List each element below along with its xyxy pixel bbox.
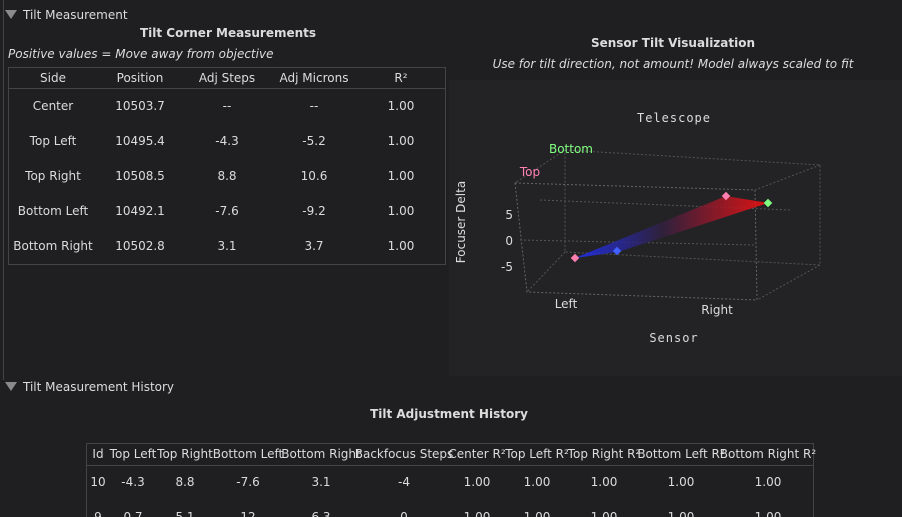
column-header: Bottom Left R²	[637, 447, 725, 461]
collapse-icon[interactable]	[5, 10, 17, 19]
column-header: Center R²	[448, 447, 506, 461]
table-title: Tilt Corner Measurements	[139, 26, 317, 40]
cell: 1.00	[754, 510, 782, 517]
column-header: Bottom Left	[212, 447, 284, 461]
column-header: Adj Microns	[279, 71, 349, 85]
cell: 10495.4	[115, 134, 165, 148]
cell: -4.3	[215, 134, 239, 148]
cell: 10502.8	[115, 239, 165, 253]
cell: --	[222, 99, 232, 113]
cell: 6.3	[311, 510, 331, 517]
cell: -5.2	[302, 134, 326, 148]
cell: 1.00	[387, 169, 415, 183]
tilt-plot: Telescope Sensor Focuser Delta 5 0 -5 Le…	[454, 111, 821, 345]
cell: Top Right	[25, 169, 81, 183]
cell: 10	[90, 475, 106, 489]
box	[514, 149, 821, 301]
cell: 1.00	[387, 204, 415, 218]
z-label: Focuser Delta	[454, 181, 468, 263]
history-table: Id Top Left Top Right Bottom Left Bottom Rig…	[86, 443, 817, 517]
column-header: Adj Steps	[198, 71, 256, 85]
cell: 1.00	[667, 510, 695, 517]
column-header: Bottom Right	[281, 447, 361, 461]
cell: 1.00	[463, 475, 491, 489]
cell: -4	[398, 475, 410, 489]
cell: 1.00	[590, 510, 618, 517]
cell: 1.00	[523, 510, 551, 517]
cell: Center	[32, 99, 74, 113]
cell: 12	[240, 510, 256, 517]
z-tick: 5	[505, 208, 513, 222]
z-tick: 0	[505, 234, 513, 248]
x-label: Left	[555, 297, 578, 311]
y-label: Bottom	[549, 142, 593, 156]
top-label: Telescope	[637, 111, 711, 125]
note: Positive values = Move away from objecti…	[8, 47, 274, 61]
cell: 3.1	[217, 239, 237, 253]
cell: --	[309, 99, 319, 113]
table-title: Tilt Adjustment History	[370, 407, 528, 421]
viz-subtitle: Use for tilt direction, not amount! Mode…	[492, 57, 854, 71]
cell: 1.00	[667, 475, 695, 489]
column-header: Top Right R²	[567, 447, 641, 461]
cell: Top Left	[29, 134, 77, 148]
section-header[interactable]: Tilt Measurement History	[23, 380, 175, 394]
column-header: Side	[40, 71, 66, 85]
cell: 1.00	[387, 99, 415, 113]
cell: 10508.5	[115, 169, 165, 183]
bottom-label: Sensor	[649, 331, 698, 345]
cell: 8.8	[217, 169, 237, 183]
column-header: Top Left R²	[505, 447, 569, 461]
column-header: Top Left	[109, 447, 157, 461]
cell: 1.00	[463, 510, 491, 517]
cell: 9	[94, 510, 102, 517]
corner-table: Side Position Adj Steps Adj Microns R² Center…	[8, 67, 446, 265]
column-header: Top Right	[157, 447, 213, 461]
column-header: Position	[116, 71, 164, 85]
x-label: Right	[701, 303, 733, 317]
cell: -4.3	[121, 475, 145, 489]
cell: Bottom Left	[17, 204, 89, 218]
cell: 10.6	[300, 169, 328, 183]
cell: -7.6	[215, 204, 239, 218]
viz-title: Sensor Tilt Visualization	[590, 36, 756, 50]
cell: 0	[400, 510, 408, 517]
cell: -7.6	[236, 475, 260, 489]
cell: 3.1	[311, 475, 331, 489]
cell: 0.7	[123, 510, 143, 517]
y-label: Top	[519, 165, 540, 179]
z-tick: -5	[501, 260, 513, 274]
cell: 3.7	[304, 239, 324, 253]
cell: 5.1	[175, 510, 195, 517]
column-header: Bottom Right R²	[719, 447, 817, 461]
cell: 1.00	[523, 475, 551, 489]
column-header: R²	[394, 71, 408, 85]
header-rule	[87, 465, 813, 466]
cell: 10492.1	[115, 204, 165, 218]
cell: 1.00	[387, 134, 415, 148]
cell: 1.00	[590, 475, 618, 489]
column-header: Id	[92, 447, 104, 461]
cell: Bottom Right	[13, 239, 93, 253]
collapse-icon[interactable]	[5, 382, 17, 391]
cell: 10503.7	[115, 99, 165, 113]
cell: 1.00	[387, 239, 415, 253]
section-header[interactable]: Tilt Measurement	[23, 8, 128, 22]
header-rule	[9, 88, 445, 89]
cell: -9.2	[302, 204, 326, 218]
cell: 8.8	[175, 475, 195, 489]
divider	[3, 0, 4, 380]
column-header: Backfocus Steps	[354, 447, 454, 461]
cell: 1.00	[754, 475, 782, 489]
